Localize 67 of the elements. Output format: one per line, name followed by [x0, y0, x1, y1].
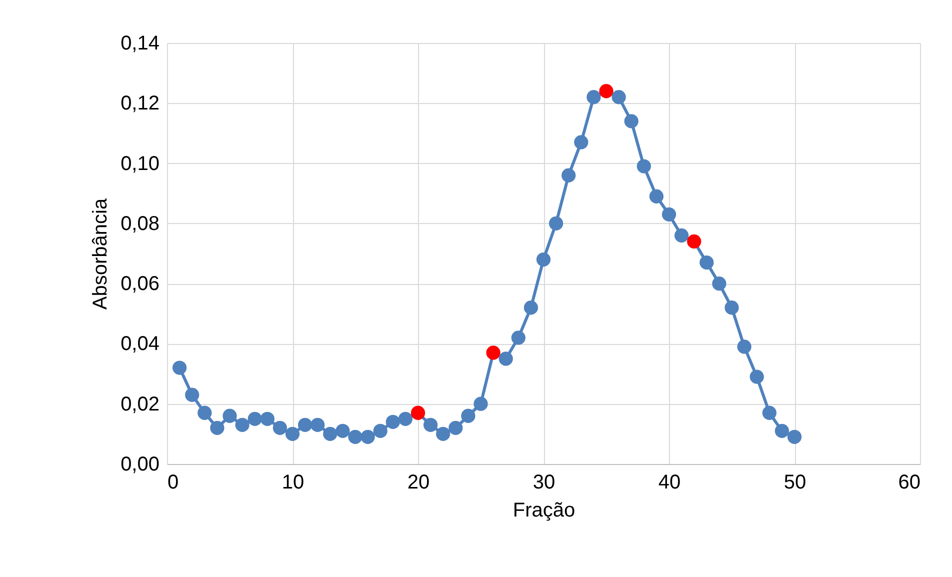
point — [700, 255, 714, 270]
point — [599, 84, 614, 98]
point — [410, 406, 426, 420]
point — [423, 418, 438, 432]
point — [198, 406, 212, 420]
point — [248, 412, 262, 426]
point — [687, 234, 702, 249]
point — [298, 418, 312, 432]
point — [524, 300, 538, 315]
x-tick-label: 20 — [407, 472, 430, 494]
x-axis-title: Fração — [512, 500, 576, 522]
y-tick-label: 0,04 — [120, 333, 160, 356]
point — [536, 252, 551, 267]
point — [548, 216, 564, 230]
x-tick-label: 60 — [898, 472, 920, 494]
point — [172, 360, 187, 375]
point — [762, 406, 776, 420]
point — [398, 412, 413, 426]
point — [272, 420, 288, 435]
x-tick-label: 0 — [168, 472, 179, 494]
y-tick-label: 0,10 — [120, 152, 160, 175]
y-tick-label: 0,12 — [120, 92, 160, 115]
point — [498, 352, 513, 366]
point — [674, 228, 689, 243]
point — [373, 424, 388, 438]
point — [511, 330, 526, 345]
y-tick-label: 0,06 — [120, 273, 160, 296]
x-tick-label: 30 — [532, 472, 556, 494]
point — [461, 408, 476, 423]
point — [474, 396, 488, 411]
point — [624, 114, 638, 128]
y-tick-label: 0,14 — [120, 32, 160, 54]
point — [574, 135, 588, 150]
point — [636, 159, 651, 174]
point — [360, 430, 375, 444]
point — [712, 276, 726, 291]
point — [787, 430, 802, 444]
point — [386, 414, 400, 429]
point — [310, 418, 325, 432]
x-tick-label: 40 — [658, 472, 681, 494]
y-tick-label: 0,00 — [120, 454, 160, 476]
y-axis-title: Absorbância — [90, 198, 112, 310]
point — [586, 90, 601, 104]
point — [724, 300, 739, 315]
point — [737, 340, 752, 354]
point — [323, 426, 338, 441]
point — [336, 424, 350, 438]
point — [260, 412, 274, 426]
y-tick-label: 0,08 — [120, 212, 160, 235]
point — [562, 168, 576, 182]
point — [448, 420, 463, 435]
point — [210, 420, 224, 435]
x-tick-label: 50 — [784, 472, 806, 494]
point — [750, 370, 764, 384]
point — [649, 189, 664, 204]
point — [185, 388, 200, 402]
point — [774, 424, 790, 438]
point — [612, 90, 626, 104]
point — [662, 207, 676, 222]
point — [235, 418, 250, 432]
y-tick-label: 0,02 — [120, 393, 160, 416]
point — [436, 426, 450, 441]
point — [486, 346, 500, 360]
point — [285, 426, 300, 441]
point — [222, 408, 237, 423]
x-tick-label: 10 — [282, 472, 304, 494]
point — [348, 430, 362, 444]
